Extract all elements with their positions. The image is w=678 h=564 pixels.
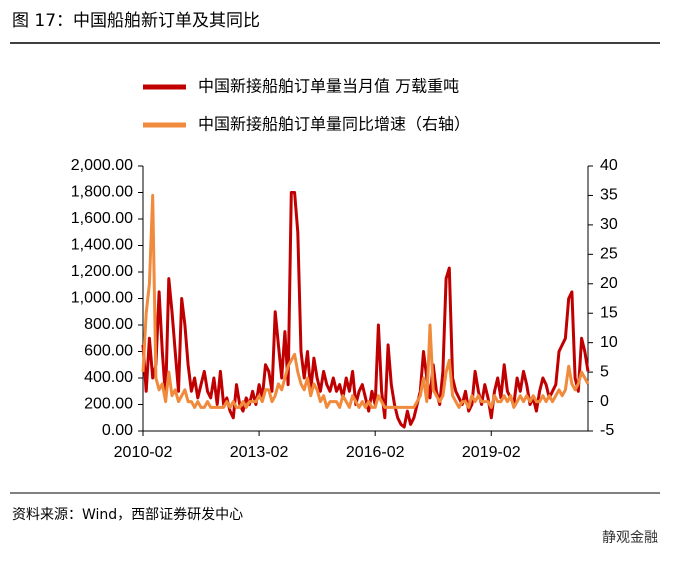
y-tick-label: 1,800.00	[71, 184, 133, 201]
y2-tick-label: -5	[600, 422, 614, 439]
series-line	[141, 191, 590, 429]
watermark: 静观金融	[602, 530, 658, 546]
y-tick-label: 400.00	[84, 369, 133, 386]
series-line	[141, 193, 590, 409]
y2-tick-label: 40	[600, 157, 618, 174]
x-tick-label: 2010-02	[114, 444, 173, 461]
x-tick-label: 2016-02	[346, 444, 405, 461]
legend-label: 中国新接船舶订单量当月值 万载重吨	[198, 77, 459, 96]
y2-tick-label: 15	[600, 304, 618, 321]
y-tick-label: 600.00	[84, 343, 133, 360]
y-tick-label: 1,600.00	[71, 210, 133, 227]
x-tick-label: 2013-02	[230, 444, 289, 461]
y2-tick-label: 20	[600, 275, 618, 292]
x-tick-label: 2019-02	[462, 444, 521, 461]
source: 资料来源：Wind，西部证券研发中心	[12, 507, 243, 523]
chart-title: 图 17：中国船舶新订单及其同比	[12, 11, 260, 31]
y-tick-label: 0.00	[102, 422, 133, 439]
y-tick-label: 1,200.00	[71, 263, 133, 280]
y-tick-label: 200.00	[84, 396, 133, 413]
legend-label: 中国新接船舶订单量同比增速（右轴）	[198, 115, 470, 134]
y-tick-label: 2,000.00	[71, 157, 133, 174]
y2-tick-label: 10	[600, 334, 618, 351]
y2-tick-label: 25	[600, 246, 618, 263]
y-tick-label: 1,400.00	[71, 237, 133, 254]
y2-tick-label: 30	[600, 216, 618, 233]
y-tick-label: 1,000.00	[71, 290, 133, 307]
y2-tick-label: 5	[600, 363, 609, 380]
y-tick-label: 800.00	[84, 316, 133, 333]
y2-tick-label: 0	[600, 393, 609, 410]
y2-tick-label: 35	[600, 187, 618, 204]
